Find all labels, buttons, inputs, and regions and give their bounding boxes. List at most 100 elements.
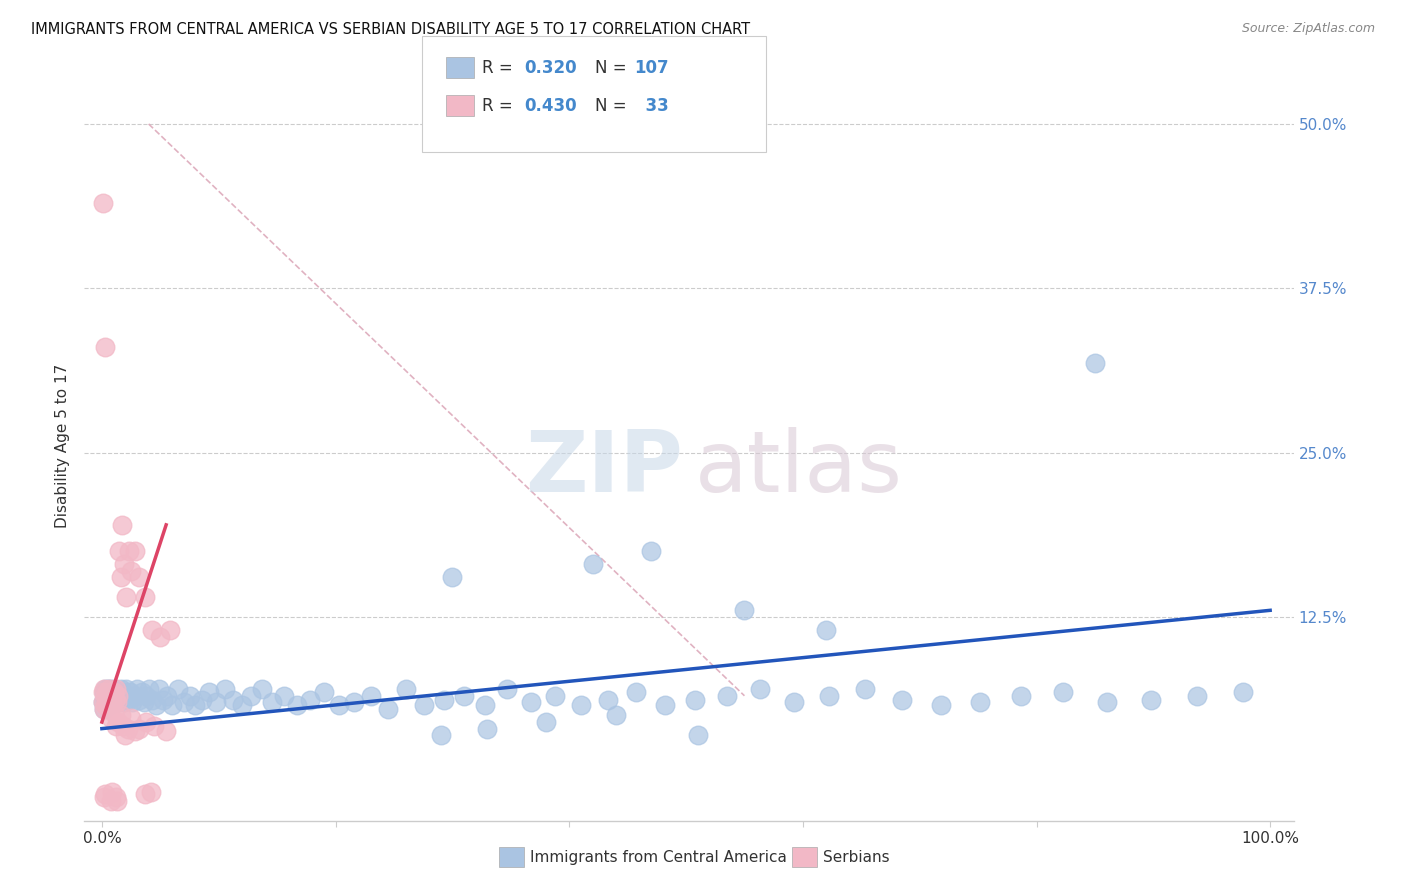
Point <box>94 682 117 697</box>
Point <box>231 698 253 712</box>
Y-axis label: Disability Age 5 to 17: Disability Age 5 to 17 <box>55 364 70 528</box>
Point <box>114 689 136 703</box>
Point <box>117 692 139 706</box>
Point <box>782 695 804 709</box>
Point <box>477 722 499 736</box>
Text: atlas: atlas <box>695 427 903 510</box>
Point <box>145 698 167 712</box>
Point <box>222 692 245 706</box>
Point <box>101 695 124 709</box>
Point <box>93 685 115 699</box>
Point <box>117 722 139 736</box>
Point <box>496 682 519 697</box>
Point <box>141 623 163 637</box>
Point <box>198 685 221 699</box>
Text: 0.430: 0.430 <box>524 97 576 115</box>
Point <box>596 692 619 706</box>
Point <box>91 695 114 709</box>
Point <box>285 698 308 712</box>
Point <box>97 692 120 706</box>
Point <box>108 544 131 558</box>
Point <box>110 708 132 723</box>
Point <box>110 682 132 697</box>
Point <box>640 544 662 558</box>
Point <box>100 794 122 808</box>
Point <box>96 689 118 703</box>
Point <box>148 682 170 697</box>
Point <box>104 789 127 804</box>
Point <box>97 685 120 699</box>
Point <box>104 682 127 697</box>
Text: N =: N = <box>595 59 631 77</box>
Point <box>94 788 117 802</box>
Point <box>360 689 382 703</box>
Point <box>115 590 138 604</box>
Point <box>91 685 114 699</box>
Point <box>100 689 122 703</box>
Point <box>125 682 148 697</box>
Point <box>118 544 141 558</box>
Point <box>135 714 157 729</box>
Point <box>91 695 114 709</box>
Text: Source: ZipAtlas.com: Source: ZipAtlas.com <box>1241 22 1375 36</box>
Point <box>1095 695 1118 709</box>
Point <box>93 702 115 716</box>
Point <box>155 724 177 739</box>
Point <box>205 695 228 709</box>
Point <box>124 689 146 703</box>
Point <box>413 698 436 712</box>
Point <box>98 682 121 697</box>
Point <box>110 570 132 584</box>
Point <box>115 682 138 697</box>
Point <box>93 682 115 697</box>
Point <box>107 689 129 703</box>
Point <box>624 685 647 699</box>
Point <box>101 695 124 709</box>
Point <box>96 695 118 709</box>
Point <box>969 695 991 709</box>
Point <box>686 728 709 742</box>
Point <box>101 785 124 799</box>
Point <box>441 570 464 584</box>
Point <box>685 692 707 706</box>
Point <box>100 711 122 725</box>
Point <box>112 558 135 572</box>
Point <box>96 698 118 712</box>
Point <box>544 689 567 703</box>
Point <box>128 722 150 736</box>
Point <box>1084 356 1107 370</box>
Point <box>134 788 156 802</box>
Point <box>654 698 676 712</box>
Point <box>120 564 142 578</box>
Point <box>929 698 952 712</box>
Point <box>214 682 236 697</box>
Point <box>1052 685 1074 699</box>
Point <box>173 695 195 709</box>
Point <box>131 685 153 699</box>
Point <box>156 689 179 703</box>
Text: ZIP: ZIP <box>526 427 683 510</box>
Text: R =: R = <box>482 59 519 77</box>
Point <box>149 630 172 644</box>
Point <box>124 724 146 739</box>
Point <box>343 695 366 709</box>
Point <box>429 728 451 742</box>
Point <box>94 692 117 706</box>
Point <box>93 789 115 804</box>
Point <box>179 689 201 703</box>
Point <box>94 698 117 712</box>
Point <box>94 689 117 703</box>
Point <box>891 692 914 706</box>
Point <box>733 603 755 617</box>
Point <box>104 695 127 709</box>
Text: 0.320: 0.320 <box>524 59 576 77</box>
Point <box>519 695 541 709</box>
Point <box>312 685 335 699</box>
Point <box>240 689 263 703</box>
Point <box>128 570 150 584</box>
Point <box>132 695 155 709</box>
Point <box>377 702 399 716</box>
Point <box>114 728 136 742</box>
Point <box>1185 689 1208 703</box>
Point <box>853 682 876 697</box>
